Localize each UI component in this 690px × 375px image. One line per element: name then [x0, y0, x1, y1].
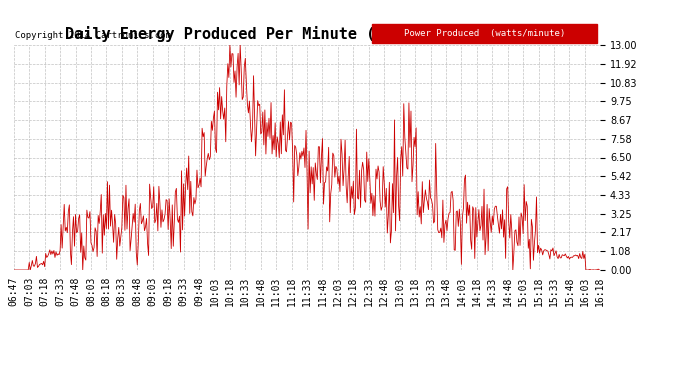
- Bar: [371, 24, 598, 43]
- Title: Daily Energy Produced Per Minute (Wm) Thu Nov 6 16:27: Daily Energy Produced Per Minute (Wm) Th…: [66, 27, 549, 42]
- Text: Copyright 2014 Cartronics.com: Copyright 2014 Cartronics.com: [15, 32, 171, 40]
- Text: Power Produced  (watts/minute): Power Produced (watts/minute): [404, 29, 565, 38]
